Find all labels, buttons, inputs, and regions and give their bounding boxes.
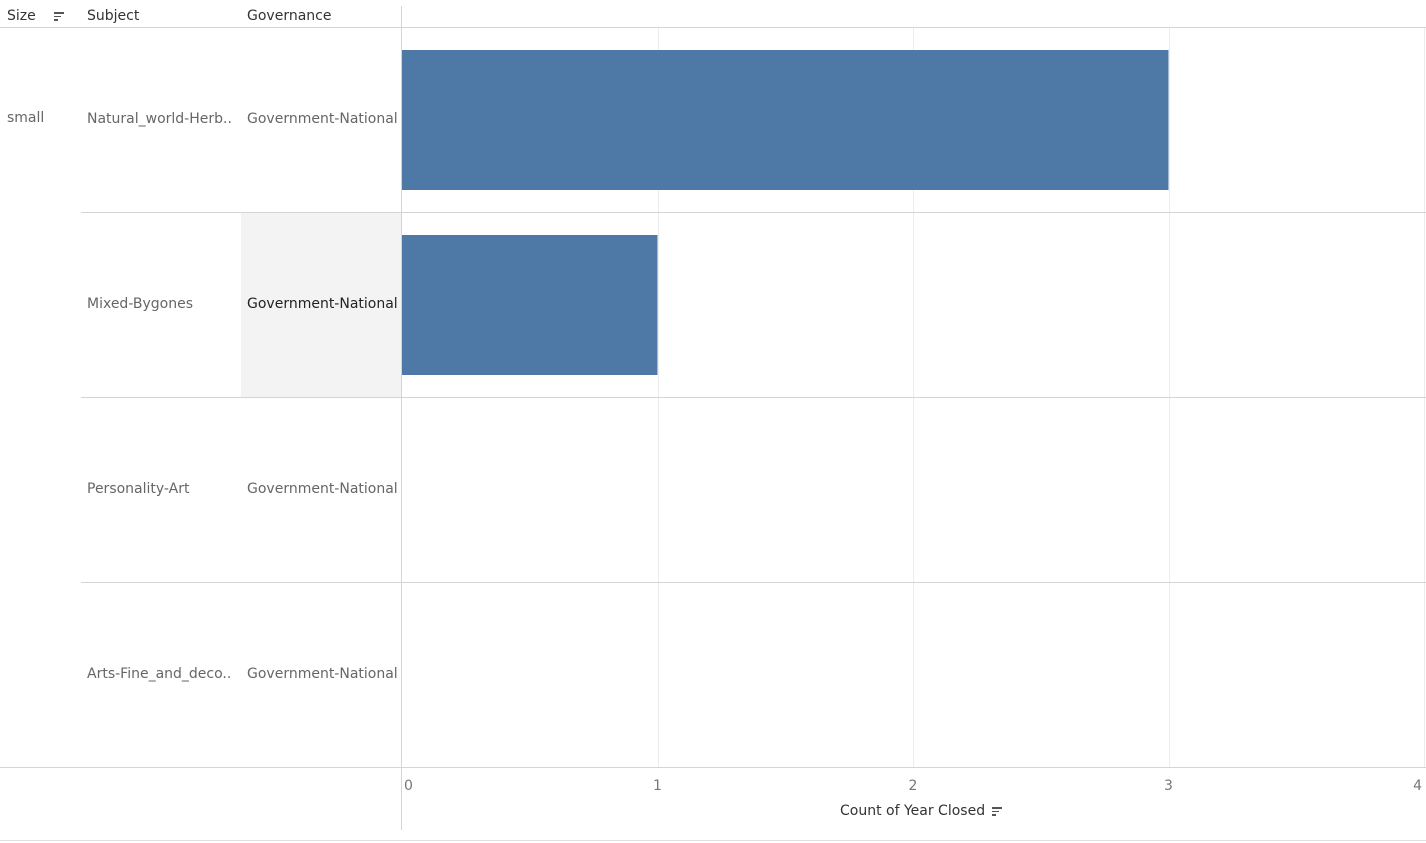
governance-header[interactable]: Governance — [247, 0, 331, 28]
size-header-label: Size — [7, 8, 36, 24]
x-axis-title[interactable]: Count of Year Closed — [840, 803, 985, 819]
x-axis: 0 1 2 3 4 — [404, 778, 1422, 794]
size-value[interactable]: small — [7, 110, 45, 126]
sort-descending-icon[interactable] — [54, 12, 64, 23]
subject-header-label: Subject — [87, 8, 140, 24]
bars — [402, 50, 1169, 375]
governance-cell-3[interactable]: Government-National — [247, 481, 398, 497]
x-axis-title-label: Count of Year Closed — [840, 803, 986, 819]
subject-header[interactable]: Subject — [87, 0, 139, 28]
governance-cell-highlight — [241, 213, 401, 397]
subject-cell-3[interactable]: Personality-Art — [87, 481, 190, 497]
x-tick-label: 4 — [1413, 778, 1422, 794]
governance-cell-1[interactable]: Government-National — [247, 111, 398, 127]
x-tick-label: 1 — [653, 778, 662, 794]
axis-sort-icon[interactable] — [992, 807, 1002, 818]
subject-cell-1[interactable]: Natural_world-Herb.. — [87, 111, 232, 127]
size-header[interactable]: Size — [7, 0, 36, 28]
governance-header-label: Governance — [247, 8, 332, 24]
subject-cell-2[interactable]: Mixed-Bygones — [87, 296, 193, 312]
bar-2[interactable] — [402, 235, 658, 375]
bar-1[interactable] — [402, 50, 1169, 190]
governance-cell-4[interactable]: Government-National — [247, 666, 398, 682]
subject-cell-4[interactable]: Arts-Fine_and_deco.. — [87, 666, 232, 682]
x-tick-label: 0 — [404, 778, 413, 794]
x-tick-label: 3 — [1164, 778, 1173, 794]
x-tick-label: 2 — [909, 778, 918, 794]
governance-cell-2[interactable]: Government-National — [247, 296, 398, 312]
